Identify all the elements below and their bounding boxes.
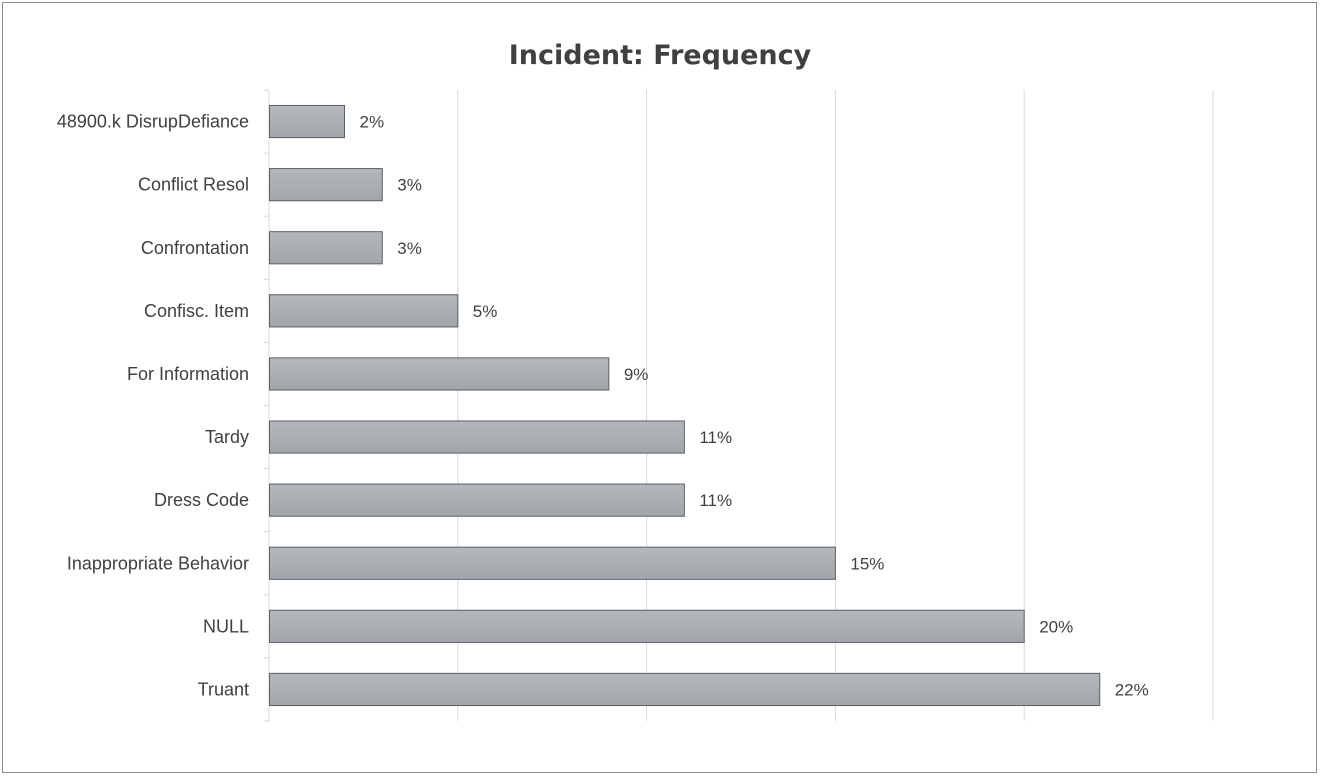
bars	[269, 104, 1101, 707]
category-label: Confrontation	[141, 238, 249, 258]
bar	[269, 420, 685, 454]
data-label: 3%	[397, 176, 422, 195]
category-label: Truant	[198, 679, 249, 699]
category-label: Conflict Resol	[138, 175, 249, 195]
data-label: 5%	[473, 302, 498, 321]
data-label: 9%	[624, 365, 649, 384]
data-label: 22%	[1115, 680, 1149, 699]
bar	[269, 294, 459, 328]
bar	[269, 609, 1025, 643]
data-label: 2%	[360, 113, 385, 132]
data-label: 11%	[699, 491, 732, 510]
category-label: NULL	[203, 616, 249, 636]
data-label: 15%	[850, 554, 884, 573]
bar	[269, 357, 610, 391]
category-label: Inappropriate Behavior	[67, 553, 249, 573]
bar-chart: Incident: Frequency 48900.k DisrupDefian…	[57, 40, 1214, 722]
category-label: For Information	[127, 364, 249, 384]
bar	[269, 104, 346, 139]
bar	[269, 168, 383, 202]
category-label: Confisc. Item	[144, 301, 249, 321]
bar	[269, 231, 383, 265]
category-label: Dress Code	[154, 490, 249, 510]
bar	[269, 672, 1101, 707]
bar	[269, 483, 685, 517]
data-label: 20%	[1039, 617, 1073, 636]
chart-title: Incident: Frequency	[509, 40, 812, 71]
data-label: 3%	[397, 239, 422, 258]
category-label: Tardy	[205, 427, 249, 447]
category-axis	[264, 89, 270, 722]
data-label: 11%	[699, 428, 732, 447]
bar	[269, 546, 836, 580]
category-label: 48900.k DisrupDefiance	[57, 112, 249, 132]
labels: 48900.k DisrupDefiance 2% Conflict Resol 3%…	[57, 112, 1149, 700]
